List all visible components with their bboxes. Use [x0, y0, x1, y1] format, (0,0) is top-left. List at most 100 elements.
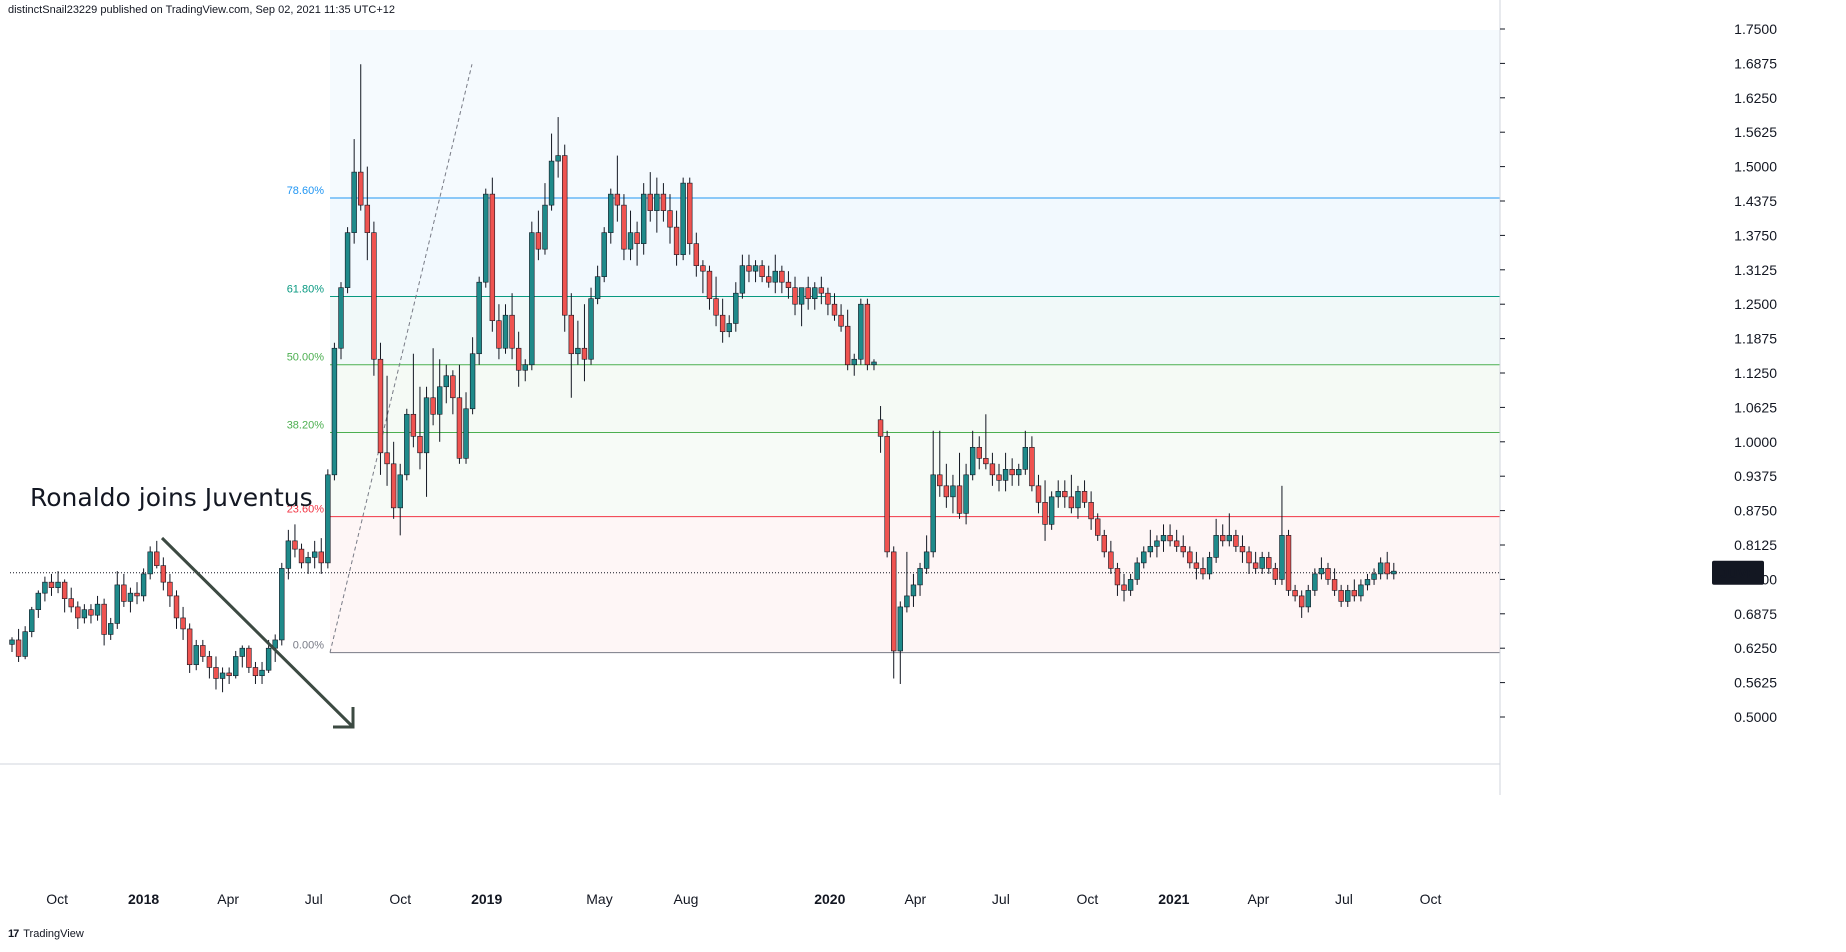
candle-body-up	[285, 540, 292, 569]
candle-body-up	[81, 609, 88, 619]
candle-body-down	[292, 540, 298, 550]
candle	[1048, 491, 1055, 530]
candle	[1095, 513, 1101, 541]
candle	[476, 276, 482, 365]
candle-body-down	[1331, 579, 1338, 591]
fib-band	[330, 364, 1500, 433]
candle-body-up	[1279, 535, 1285, 580]
candle-body-up	[127, 592, 134, 602]
candle-body-up	[55, 581, 61, 588]
candle	[917, 562, 923, 596]
time-tick-label: 2021	[1158, 891, 1189, 907]
candle	[515, 331, 522, 387]
candle	[627, 210, 634, 261]
candle	[1279, 485, 1285, 585]
candle-body-up	[147, 551, 153, 575]
candle-body-down	[568, 314, 575, 355]
candle-body-up	[502, 314, 509, 349]
candle-body-down	[252, 667, 259, 677]
candle	[1055, 480, 1061, 508]
candle	[1213, 518, 1219, 563]
price-tick-label: 1.1250	[1734, 365, 1777, 381]
candle	[193, 639, 199, 671]
candle	[127, 587, 134, 613]
candle	[904, 551, 910, 613]
candle-body-down	[1220, 535, 1226, 542]
candle-body-up	[851, 358, 857, 366]
candle	[687, 177, 693, 255]
candle-body-down	[1095, 518, 1101, 536]
candle-body-down	[844, 325, 851, 366]
candle	[1351, 579, 1358, 602]
candle-body-down	[983, 458, 989, 465]
candle-body-up	[483, 193, 489, 283]
candle-body-up	[311, 551, 318, 558]
candle-body-down	[246, 647, 252, 668]
candle-body-down	[1187, 551, 1193, 564]
candle-body-up	[233, 656, 239, 677]
candle	[562, 144, 568, 332]
candle	[1377, 557, 1384, 580]
price-tick-label: 0.8750	[1734, 503, 1777, 519]
candle-body-down	[706, 270, 713, 299]
candle-body-up	[627, 232, 634, 250]
candle-body-up	[969, 447, 976, 476]
candle-body-down	[48, 581, 55, 588]
candle	[1035, 474, 1042, 514]
candle	[844, 309, 851, 371]
candle-body-down	[430, 397, 436, 415]
candle	[739, 254, 746, 299]
candle	[825, 287, 831, 316]
candle-body-up	[1206, 557, 1213, 575]
time-tick-label: May	[586, 891, 612, 907]
candle-body-down	[864, 303, 871, 366]
candle	[344, 227, 351, 294]
time-tick-label: Apr	[1248, 891, 1270, 907]
candle	[779, 265, 785, 294]
candle-body-up	[1345, 590, 1351, 602]
candle	[647, 172, 653, 222]
candle	[542, 183, 548, 255]
candle	[1233, 529, 1239, 552]
candle	[29, 606, 35, 638]
time-tick-label: Oct	[1420, 891, 1442, 907]
candles	[9, 64, 1397, 693]
candle-body-down	[1252, 562, 1259, 569]
candle	[726, 315, 732, 338]
candle-body-up	[397, 474, 403, 509]
candle-body-down	[384, 452, 390, 465]
candle-body-up	[29, 609, 35, 632]
candle	[1009, 458, 1015, 486]
fib-band-top	[330, 30, 1500, 198]
candle	[1075, 485, 1081, 519]
candle-body-down	[1167, 535, 1173, 542]
candle-body-down	[213, 667, 219, 679]
candle-body-down	[515, 347, 522, 371]
candle-body-down	[765, 276, 772, 283]
candle	[581, 304, 588, 382]
candle-body-down	[937, 474, 943, 487]
candle-body-down	[1062, 491, 1068, 498]
fib-label: 23.60%	[287, 504, 325, 516]
candle-body-up	[140, 573, 147, 597]
candle	[693, 232, 700, 277]
candle	[463, 392, 469, 464]
price-tick-label: 1.0000	[1734, 434, 1777, 450]
candle-body-down	[318, 551, 324, 564]
candle	[529, 221, 535, 371]
candle-body-up	[22, 631, 28, 657]
candle-body-up	[555, 155, 561, 162]
candle	[1029, 436, 1035, 492]
candle	[1325, 562, 1331, 585]
candle-body-down	[1272, 568, 1279, 580]
fib-label: 78.60%	[287, 185, 325, 197]
candle	[1173, 529, 1180, 552]
candle	[792, 276, 798, 316]
candle-body-up	[1002, 469, 1009, 481]
candle	[1167, 524, 1173, 547]
candle	[568, 293, 575, 398]
candle	[325, 469, 331, 569]
candle	[456, 364, 463, 464]
candle-body-up	[772, 270, 778, 283]
